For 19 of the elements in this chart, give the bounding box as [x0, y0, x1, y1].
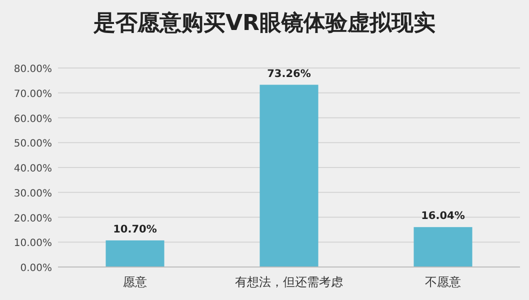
bar [260, 84, 318, 267]
y-tick-label: 20.00% [14, 213, 52, 224]
bar [106, 240, 164, 267]
chart-title: 是否愿意购买VR眼镜体验虚拟现实 [92, 10, 436, 36]
bar [414, 227, 472, 267]
y-tick-label: 80.00% [14, 64, 52, 75]
y-tick-label: 50.00% [14, 138, 52, 150]
y-tick-label: 70.00% [14, 88, 52, 100]
x-tick-label: 愿意 [123, 275, 147, 289]
y-tick-label: 40.00% [14, 164, 52, 174]
data-label: 16.04% [421, 210, 466, 222]
y-tick-label: 0.00% [20, 263, 52, 274]
x-tick-label: 有想法，但还需考虑 [235, 275, 343, 289]
y-tick-label: 60.00% [14, 114, 52, 125]
data-label: 10.70% [113, 223, 158, 236]
y-tick-label: 30.00% [14, 188, 52, 200]
y-tick-label: 10.00% [14, 238, 52, 250]
x-tick-label: 不愿意 [425, 275, 461, 289]
data-label: 73.26% [267, 68, 312, 80]
